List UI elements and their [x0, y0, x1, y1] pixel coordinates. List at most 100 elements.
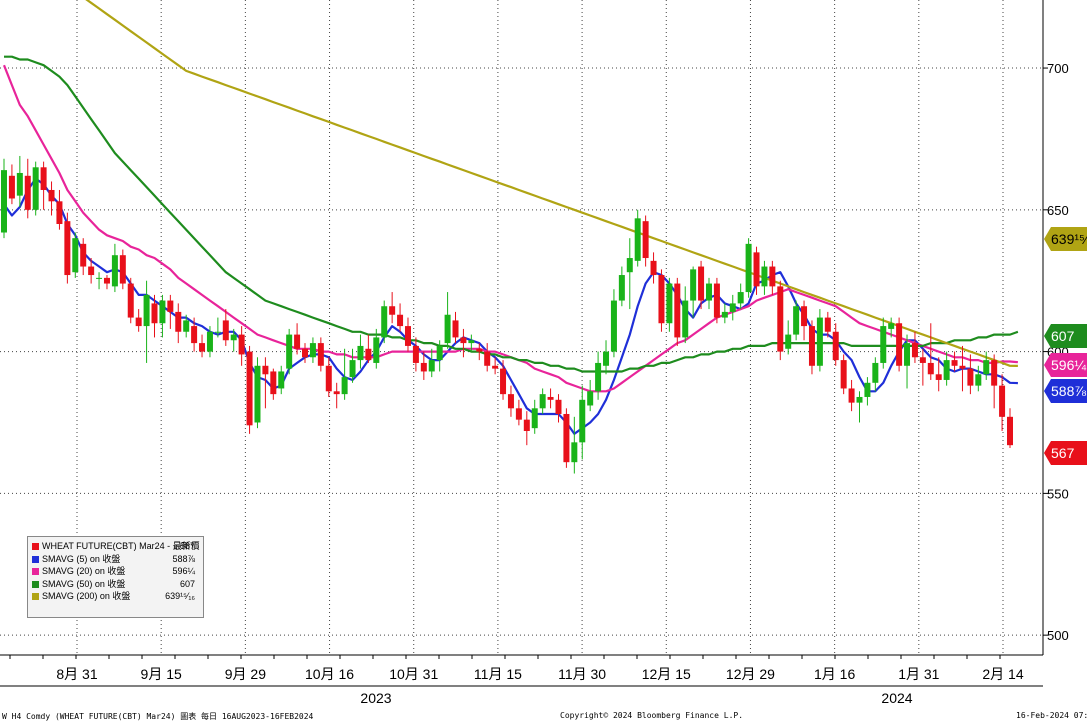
legend-label: SMAVG (5) on 收盤	[42, 553, 121, 564]
legend-swatch	[32, 568, 39, 575]
candle-body	[721, 311, 728, 318]
candle-body	[983, 360, 990, 375]
candle-body	[785, 334, 792, 349]
candle-body	[745, 243, 752, 293]
candle-body	[492, 365, 499, 369]
candle-body	[183, 320, 190, 332]
last-value-tag	[1044, 353, 1087, 377]
y-tick-label: 500	[1047, 628, 1069, 643]
candle-body	[80, 243, 87, 267]
last-value-tag	[1044, 324, 1087, 348]
candle-body	[24, 175, 31, 210]
candle-body	[864, 382, 871, 397]
y-tick-label: 650	[1047, 203, 1069, 218]
candle-body	[238, 334, 245, 355]
candle-body	[56, 201, 63, 225]
candle-body	[848, 388, 855, 403]
candle-body	[32, 167, 39, 210]
candle-body	[135, 317, 142, 327]
candle-body	[682, 300, 689, 338]
candle-body	[650, 260, 657, 276]
candle-body	[539, 394, 546, 409]
candle-body	[230, 334, 237, 341]
legend-entry: SMAVG (20) on 收盤 596¼	[32, 565, 199, 578]
x-tick-label: 10月 31	[389, 666, 438, 682]
candle-body	[420, 362, 427, 372]
candle-body	[16, 172, 23, 196]
candle-body	[951, 360, 958, 366]
candle-body	[959, 365, 966, 369]
candle-body	[999, 385, 1006, 417]
candle-body	[191, 326, 198, 344]
candle-body	[349, 360, 356, 378]
y-tick-label: 700	[1047, 61, 1069, 76]
x-tick-label: 11月 30	[558, 666, 606, 682]
legend-swatch	[32, 580, 39, 588]
candle-body	[127, 283, 134, 318]
candle-body	[500, 368, 507, 395]
candle-body	[199, 343, 206, 352]
legend-value: 567	[179, 541, 195, 551]
candle-body	[618, 275, 625, 301]
last-value-tag-label: 588⅞	[1051, 383, 1086, 399]
last-value-tag	[1044, 441, 1087, 465]
legend-swatch	[32, 555, 39, 563]
candle-body	[729, 303, 736, 312]
candle-body	[991, 360, 998, 386]
candle-body	[1007, 416, 1013, 446]
candle-body	[88, 266, 95, 276]
candle-body	[64, 221, 71, 276]
legend-value: 607	[179, 578, 195, 589]
candle-body	[658, 275, 665, 324]
candle-body	[761, 266, 768, 287]
footer-ticker-info: W H4 Comdy (WHEAT FUTURE(CBT) Mar24) 圖表 …	[2, 712, 314, 721]
x-tick-label: 9月 29	[225, 666, 266, 682]
candle-body	[103, 277, 110, 284]
x-tick-label: 9月 15	[141, 666, 182, 682]
candle-body	[801, 306, 808, 327]
candle-body	[595, 362, 602, 392]
candle-body	[119, 255, 126, 284]
candle-body	[927, 362, 934, 375]
candle-body	[460, 337, 467, 344]
legend-label: WHEAT FUTURE(CBT) Mar24 - 最新價	[42, 541, 200, 551]
candle-body	[72, 238, 79, 273]
last-value-tag-label: 607	[1051, 328, 1075, 344]
x-tick-label: 11月 15	[474, 666, 522, 682]
candle-body	[48, 189, 55, 202]
candle-body	[753, 252, 760, 287]
legend-value: 588⅞	[172, 553, 195, 564]
candle-body	[935, 374, 942, 380]
candle-body	[468, 340, 475, 344]
candle-body	[151, 303, 158, 324]
candle-body	[690, 269, 697, 301]
candle-body	[175, 311, 182, 332]
candle-body	[563, 413, 570, 463]
candle-body	[365, 348, 372, 361]
candle-body	[206, 331, 213, 352]
candle-body	[389, 306, 396, 315]
candle-body	[325, 365, 332, 392]
moving-average-layer	[2, 0, 1019, 435]
candle-body	[666, 283, 673, 324]
candle-body	[888, 323, 895, 329]
year-label: 2024	[881, 690, 912, 706]
last-value-tag-label: 639¹⁵⁄₁₆	[1051, 231, 1087, 247]
candle-body	[412, 345, 419, 363]
legend-label: SMAVG (20) on 收盤	[42, 566, 126, 576]
candle-body	[610, 300, 617, 352]
candle-body	[531, 408, 538, 429]
candle-body	[262, 365, 269, 375]
candle-body	[515, 408, 522, 420]
candle-body	[397, 314, 404, 327]
candle-body	[642, 221, 649, 259]
candle-body	[143, 294, 150, 327]
candle-body	[840, 360, 847, 389]
candle-body	[737, 292, 744, 304]
legend-entry: WHEAT FUTURE(CBT) Mar24 - 最新價 567	[32, 540, 200, 553]
legend-label: SMAVG (50) on 收盤	[42, 578, 126, 589]
last-value-tags: 639¹⁵⁄₁₆ 607 596¼ 588⅞ 567	[1044, 227, 1087, 465]
moving-average-line	[3, 177, 1018, 435]
candle-body	[1, 170, 7, 233]
